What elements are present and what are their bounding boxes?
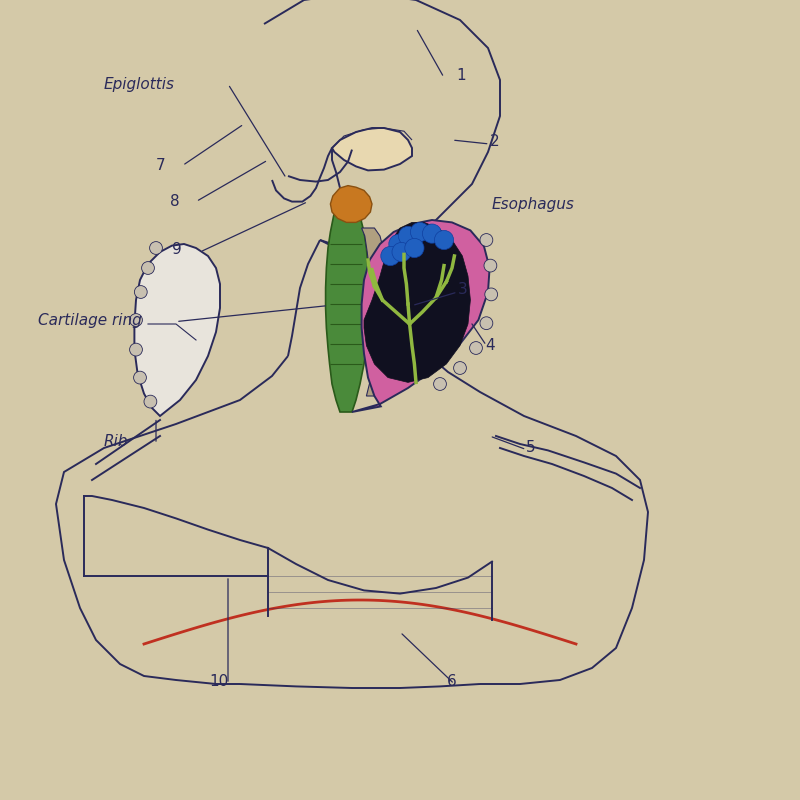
Circle shape: [144, 395, 157, 408]
Circle shape: [398, 226, 418, 246]
Text: 1: 1: [456, 69, 466, 83]
Text: 7: 7: [156, 158, 166, 173]
Circle shape: [434, 230, 454, 250]
Circle shape: [422, 224, 442, 243]
Text: Epiglottis: Epiglottis: [104, 77, 175, 91]
Polygon shape: [326, 190, 369, 412]
Text: Cartilage ring: Cartilage ring: [38, 313, 142, 327]
Circle shape: [434, 378, 446, 390]
Text: 3: 3: [458, 282, 467, 297]
Circle shape: [142, 262, 154, 274]
Circle shape: [130, 343, 142, 356]
Circle shape: [150, 242, 162, 254]
Circle shape: [392, 242, 411, 262]
Circle shape: [134, 286, 147, 298]
Polygon shape: [134, 244, 220, 416]
Circle shape: [480, 234, 493, 246]
Text: 2: 2: [490, 134, 499, 149]
Polygon shape: [330, 186, 372, 222]
Circle shape: [381, 246, 400, 266]
Circle shape: [405, 238, 424, 258]
Circle shape: [470, 342, 482, 354]
Polygon shape: [352, 220, 490, 412]
Circle shape: [410, 222, 430, 242]
Circle shape: [485, 288, 498, 301]
Text: 9: 9: [172, 242, 182, 257]
Circle shape: [134, 371, 146, 384]
Text: 5: 5: [526, 441, 535, 455]
Circle shape: [454, 362, 466, 374]
Circle shape: [480, 317, 493, 330]
Text: Esophagus: Esophagus: [492, 197, 575, 211]
Circle shape: [389, 234, 408, 254]
Text: Rib: Rib: [104, 434, 129, 449]
Circle shape: [130, 314, 142, 326]
Text: 8: 8: [170, 194, 179, 209]
Circle shape: [484, 259, 497, 272]
Polygon shape: [332, 128, 412, 170]
Text: 10: 10: [210, 674, 229, 689]
Text: 6: 6: [446, 674, 456, 689]
Polygon shape: [362, 228, 389, 396]
Polygon shape: [364, 222, 470, 382]
Text: 4: 4: [486, 338, 495, 353]
